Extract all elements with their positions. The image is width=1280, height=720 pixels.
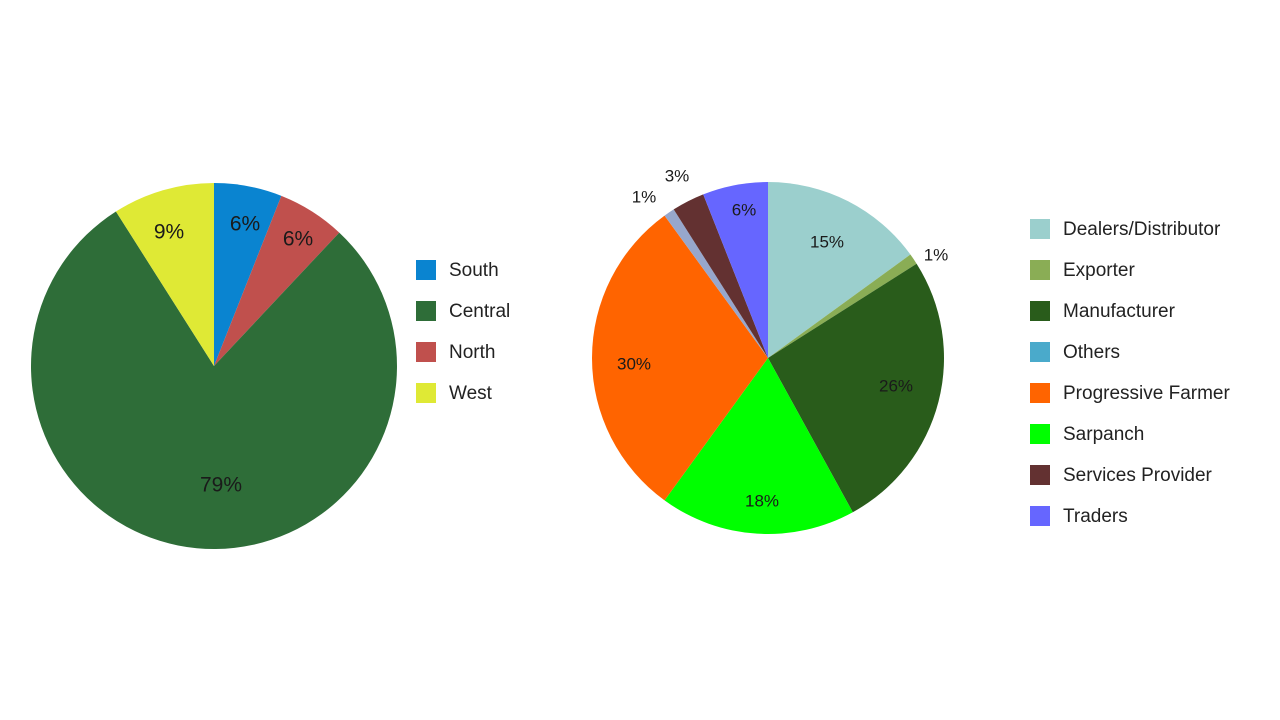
- legend-swatch-progressive-farmer: [1030, 383, 1050, 403]
- legend-swatch-west: [416, 383, 436, 403]
- legend-swatch-manufacturer: [1030, 301, 1050, 321]
- legend-swatch-south: [416, 260, 436, 280]
- data-label-dealers-distributor: 15%: [810, 232, 844, 251]
- legend-label-manufacturer: Manufacturer: [1063, 301, 1176, 322]
- legend-swatch-north: [416, 342, 436, 362]
- legend-label-traders: Traders: [1063, 506, 1128, 527]
- legend-label-sarpanch: Sarpanch: [1063, 424, 1144, 445]
- legend-label-north: North: [449, 342, 495, 363]
- legend-swatch-traders: [1030, 506, 1050, 526]
- data-label-progressive-farmer: 30%: [617, 354, 651, 373]
- pie-slice-exporter: [768, 254, 917, 358]
- pie-slice-sarpanch: [664, 358, 853, 535]
- data-label-others: 1%: [632, 187, 657, 206]
- data-label-central: 79%: [200, 474, 242, 497]
- legend-label-others: Others: [1063, 342, 1120, 363]
- legend-label-dealers-distributor: Dealers/Distributor: [1063, 219, 1221, 240]
- legend-swatch-central: [416, 301, 436, 321]
- pie-slice-dealers-distributor: [768, 182, 911, 358]
- data-label-south: 6%: [230, 213, 260, 236]
- pie-slice-manufacturer: [768, 263, 945, 513]
- data-label-manufacturer: 26%: [879, 376, 913, 395]
- pie-slice-south: [214, 183, 282, 366]
- legend-label-central: Central: [449, 301, 510, 322]
- data-label-services-provider: 3%: [665, 166, 690, 185]
- category-pie-chart: 15% 1% 26% 18% 30% 1% 3% 6%: [591, 166, 949, 535]
- legend-swatch-sarpanch: [1030, 424, 1050, 444]
- pie-slice-services-provider: [673, 194, 768, 358]
- legend-label-south: South: [449, 260, 499, 281]
- legend-swatch-services-provider: [1030, 465, 1050, 485]
- pie-slice-north: [214, 195, 340, 366]
- pie-slice-central: [30, 211, 397, 550]
- legend-swatch-others: [1030, 342, 1050, 362]
- data-label-sarpanch: 18%: [745, 491, 779, 510]
- data-label-exporter: 1%: [924, 245, 949, 264]
- legend-swatch-exporter: [1030, 260, 1050, 280]
- legend-label-exporter: Exporter: [1063, 260, 1135, 281]
- pie-slice-traders: [703, 182, 768, 358]
- data-label-north: 6%: [283, 228, 313, 251]
- legend-label-west: West: [449, 383, 493, 404]
- legend-label-services-provider: Services Provider: [1063, 465, 1213, 486]
- category-legend: Dealers/Distributor Exporter Manufacturer O…: [1030, 219, 1230, 527]
- pie-slice-west: [115, 183, 214, 366]
- region-pie-chart: 6% 6% 79% 9%: [30, 183, 397, 550]
- pie-slice-progressive-farmer: [591, 215, 768, 501]
- data-label-west: 9%: [154, 221, 184, 244]
- pie-slice-others: [664, 209, 768, 358]
- data-label-traders: 6%: [732, 200, 757, 219]
- region-legend: South Central North West: [416, 260, 510, 404]
- legend-label-progressive-farmer: Progressive Farmer: [1063, 383, 1230, 404]
- legend-swatch-dealers-distributor: [1030, 219, 1050, 239]
